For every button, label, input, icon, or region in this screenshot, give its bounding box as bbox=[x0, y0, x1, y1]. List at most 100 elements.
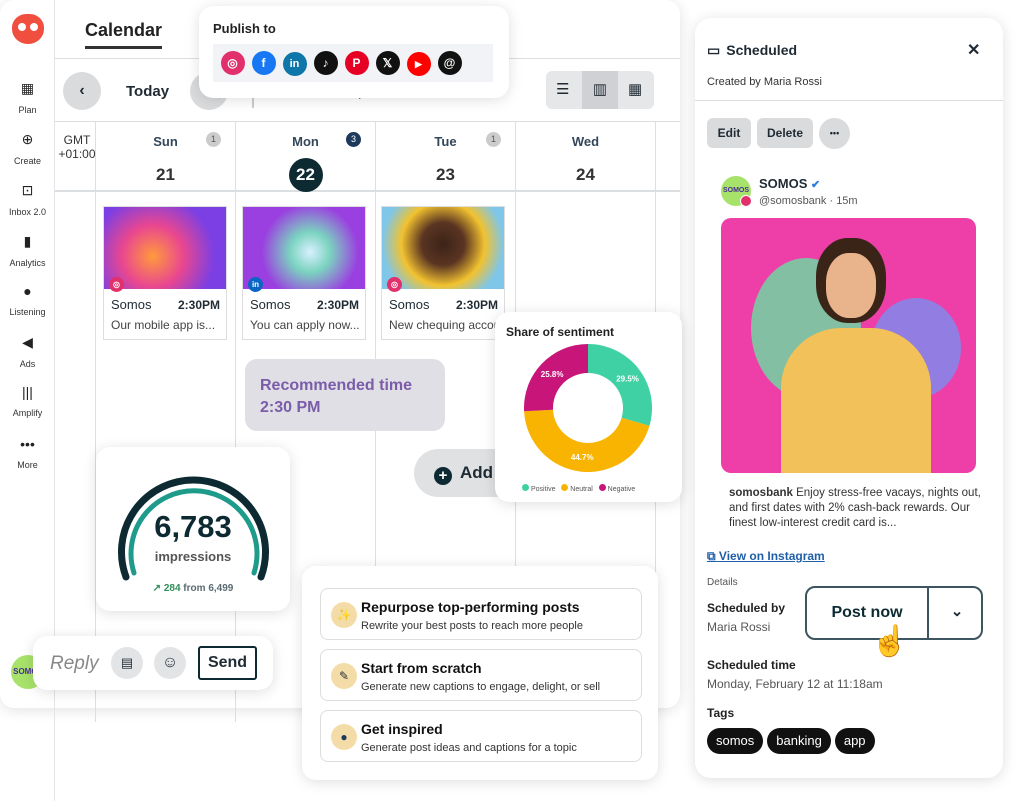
post-caption: somosbank Enjoy stress-free vacays, nigh… bbox=[729, 487, 981, 529]
threads-icon[interactable]: @ bbox=[437, 51, 462, 75]
tags-label: Tags bbox=[707, 706, 735, 720]
hootsuite-owl-logo[interactable] bbox=[12, 14, 44, 44]
lightbulb-icon: ● bbox=[331, 724, 357, 750]
account-name: SOMOS ✔ bbox=[759, 176, 821, 191]
data-label-neutral: 44.7% bbox=[571, 453, 594, 462]
amplify-icon: ||| bbox=[22, 384, 33, 400]
instagram-icon: ◎ bbox=[387, 277, 402, 292]
recommended-time-chip[interactable]: Recommended time 2:30 PM bbox=[245, 359, 445, 431]
chart-title: Share of sentiment bbox=[506, 325, 615, 339]
magic-wand-icon: ✨ bbox=[331, 602, 357, 628]
impressions-card: 6,783 impressions ↗ 284 from 6,499 bbox=[96, 447, 290, 611]
slice-negative bbox=[524, 344, 588, 412]
post-count-badge: 3 bbox=[346, 132, 361, 147]
sidebar-item-plan[interactable]: ▦ Plan bbox=[0, 80, 55, 115]
ai-option-scratch[interactable]: ✎ Start from scratch Generate new captions… bbox=[320, 649, 642, 701]
day-number-today[interactable]: 22 bbox=[288, 158, 323, 192]
legend-negative: Negative bbox=[598, 484, 635, 493]
pinterest-icon[interactable]: P bbox=[344, 51, 369, 75]
tab-calendar[interactable]: Calendar bbox=[85, 20, 163, 49]
post-image bbox=[104, 207, 226, 289]
day-number[interactable]: 23 bbox=[436, 165, 455, 184]
slice-positive bbox=[588, 344, 652, 426]
day-column-sun: Sun 1 21 bbox=[95, 122, 235, 722]
tag-list: somos banking app bbox=[707, 728, 879, 754]
post-count-badge: 1 bbox=[206, 132, 221, 147]
scheduled-by-label: Scheduled by bbox=[707, 601, 786, 615]
slice-neutral bbox=[524, 409, 650, 472]
emoji-icon[interactable]: ☺ bbox=[154, 647, 186, 679]
scheduled-time-label: Scheduled time bbox=[707, 658, 796, 672]
plus-circle-icon: ⊕ bbox=[21, 131, 34, 147]
sidebar-item-more[interactable]: ••• More bbox=[0, 436, 55, 470]
x-icon[interactable]: 𝕏 bbox=[375, 51, 400, 75]
week-view-icon[interactable]: ▥ bbox=[582, 71, 618, 109]
ai-suggestions-card: ✨ Repurpose top-performing posts Rewrite y… bbox=[302, 566, 658, 780]
impressions-value: 6,783 bbox=[154, 509, 232, 544]
instagram-icon bbox=[740, 195, 752, 207]
ai-option-repurpose[interactable]: ✨ Repurpose top-performing posts Rewrite y… bbox=[320, 588, 642, 640]
instagram-icon[interactable]: ◎ bbox=[220, 51, 245, 75]
post-image bbox=[243, 207, 365, 289]
publish-title: Publish to bbox=[213, 21, 276, 36]
linkedin-icon[interactable]: in bbox=[282, 52, 307, 76]
send-button[interactable]: Send bbox=[198, 646, 257, 680]
month-view-icon[interactable]: ▦ bbox=[628, 81, 643, 98]
tiktok-icon[interactable]: ♪ bbox=[313, 51, 338, 75]
inbox-icon: ⊡ bbox=[21, 182, 34, 198]
post-image bbox=[721, 218, 976, 473]
impressions-delta: ↗ 284 from 6,499 bbox=[152, 583, 234, 594]
ai-option-inspired[interactable]: ● Get inspired Generate post ideas and cap… bbox=[320, 710, 642, 762]
day-number[interactable]: 24 bbox=[576, 165, 595, 184]
calendar-post[interactable]: in Somos 2:30PM You can apply now... bbox=[242, 206, 366, 340]
tag[interactable]: banking bbox=[767, 728, 831, 754]
more-options-button[interactable]: ••• bbox=[819, 118, 850, 149]
youtube-icon[interactable]: ▶ bbox=[406, 52, 431, 76]
legend-neutral: Neutral bbox=[561, 484, 593, 493]
day-number[interactable]: 21 bbox=[156, 165, 175, 184]
account-handle: @somosbank · 15m bbox=[759, 195, 858, 207]
sidebar-item-ads[interactable]: ◀ Ads bbox=[0, 334, 55, 369]
sidebar-item-listening[interactable]: ● Listening bbox=[0, 283, 55, 317]
tag[interactable]: somos bbox=[707, 728, 764, 754]
external-link-icon: ⧉ bbox=[707, 549, 716, 563]
tag[interactable]: app bbox=[834, 728, 875, 754]
calendar-post[interactable]: ◎ Somos 2:30PM New chequing account bbox=[381, 206, 505, 340]
details-label: Details bbox=[707, 577, 738, 588]
sidebar-item-amplify[interactable]: ||| Amplify bbox=[0, 384, 55, 418]
post-now-split-button: Post now ⌄ bbox=[805, 586, 983, 640]
sidebar-item-analytics[interactable]: ▮ Analytics bbox=[0, 233, 55, 268]
bar-chart-icon: ▮ bbox=[23, 233, 32, 249]
pencil-icon: ✎ bbox=[331, 663, 357, 689]
close-icon[interactable]: ✕ bbox=[967, 42, 981, 59]
comment-icon[interactable]: ▤ bbox=[111, 647, 143, 679]
impressions-label: impressions bbox=[154, 549, 232, 564]
sidebar-item-create[interactable]: ⊕ Create bbox=[0, 131, 55, 166]
chart-legend: Positive Neutral Negative bbox=[522, 484, 635, 493]
publish-to-card: Publish to ◎ f in ♪ P 𝕏 ▶ @ bbox=[199, 6, 509, 98]
view-switcher: ☰ ▥ ▦ bbox=[546, 71, 654, 109]
today-button[interactable]: Today bbox=[126, 83, 170, 100]
list-view-icon[interactable]: ☰ bbox=[556, 81, 570, 98]
delete-button[interactable]: Delete bbox=[757, 118, 813, 148]
view-on-instagram-link[interactable]: ⧉ View on Instagram bbox=[707, 549, 825, 563]
reply-input[interactable]: Reply bbox=[50, 653, 99, 674]
timezone-label: GMT +01:00 bbox=[58, 133, 96, 161]
sidebar: ▦ Plan ⊕ Create ⊡ Inbox 2.0 ▮ Analytics ● Lis… bbox=[0, 0, 55, 801]
calendar-icon: ▦ bbox=[20, 80, 35, 96]
scheduled-by-value: Maria Rossi bbox=[707, 620, 771, 634]
plus-circle-icon: + bbox=[434, 467, 452, 485]
chevron-down-icon[interactable]: ⌄ bbox=[950, 603, 964, 620]
instagram-icon: ◎ bbox=[109, 277, 124, 292]
calendar-post[interactable]: ◎ Somos 2:30PM Our mobile app is... bbox=[103, 206, 227, 340]
sidebar-item-inbox[interactable]: ⊡ Inbox 2.0 bbox=[0, 182, 55, 217]
megaphone-icon: ◀ bbox=[22, 334, 33, 350]
facebook-icon[interactable]: f bbox=[251, 51, 276, 75]
reply-box: Reply ▤ ☺ Send bbox=[33, 636, 273, 690]
prev-week-button[interactable]: ‹ bbox=[63, 72, 101, 110]
legend-positive: Positive bbox=[522, 484, 555, 493]
post-count-badge: 1 bbox=[486, 132, 501, 147]
edit-button[interactable]: Edit bbox=[707, 118, 751, 148]
more-icon: ••• bbox=[20, 436, 35, 452]
post-now-button[interactable]: Post now bbox=[807, 588, 929, 638]
